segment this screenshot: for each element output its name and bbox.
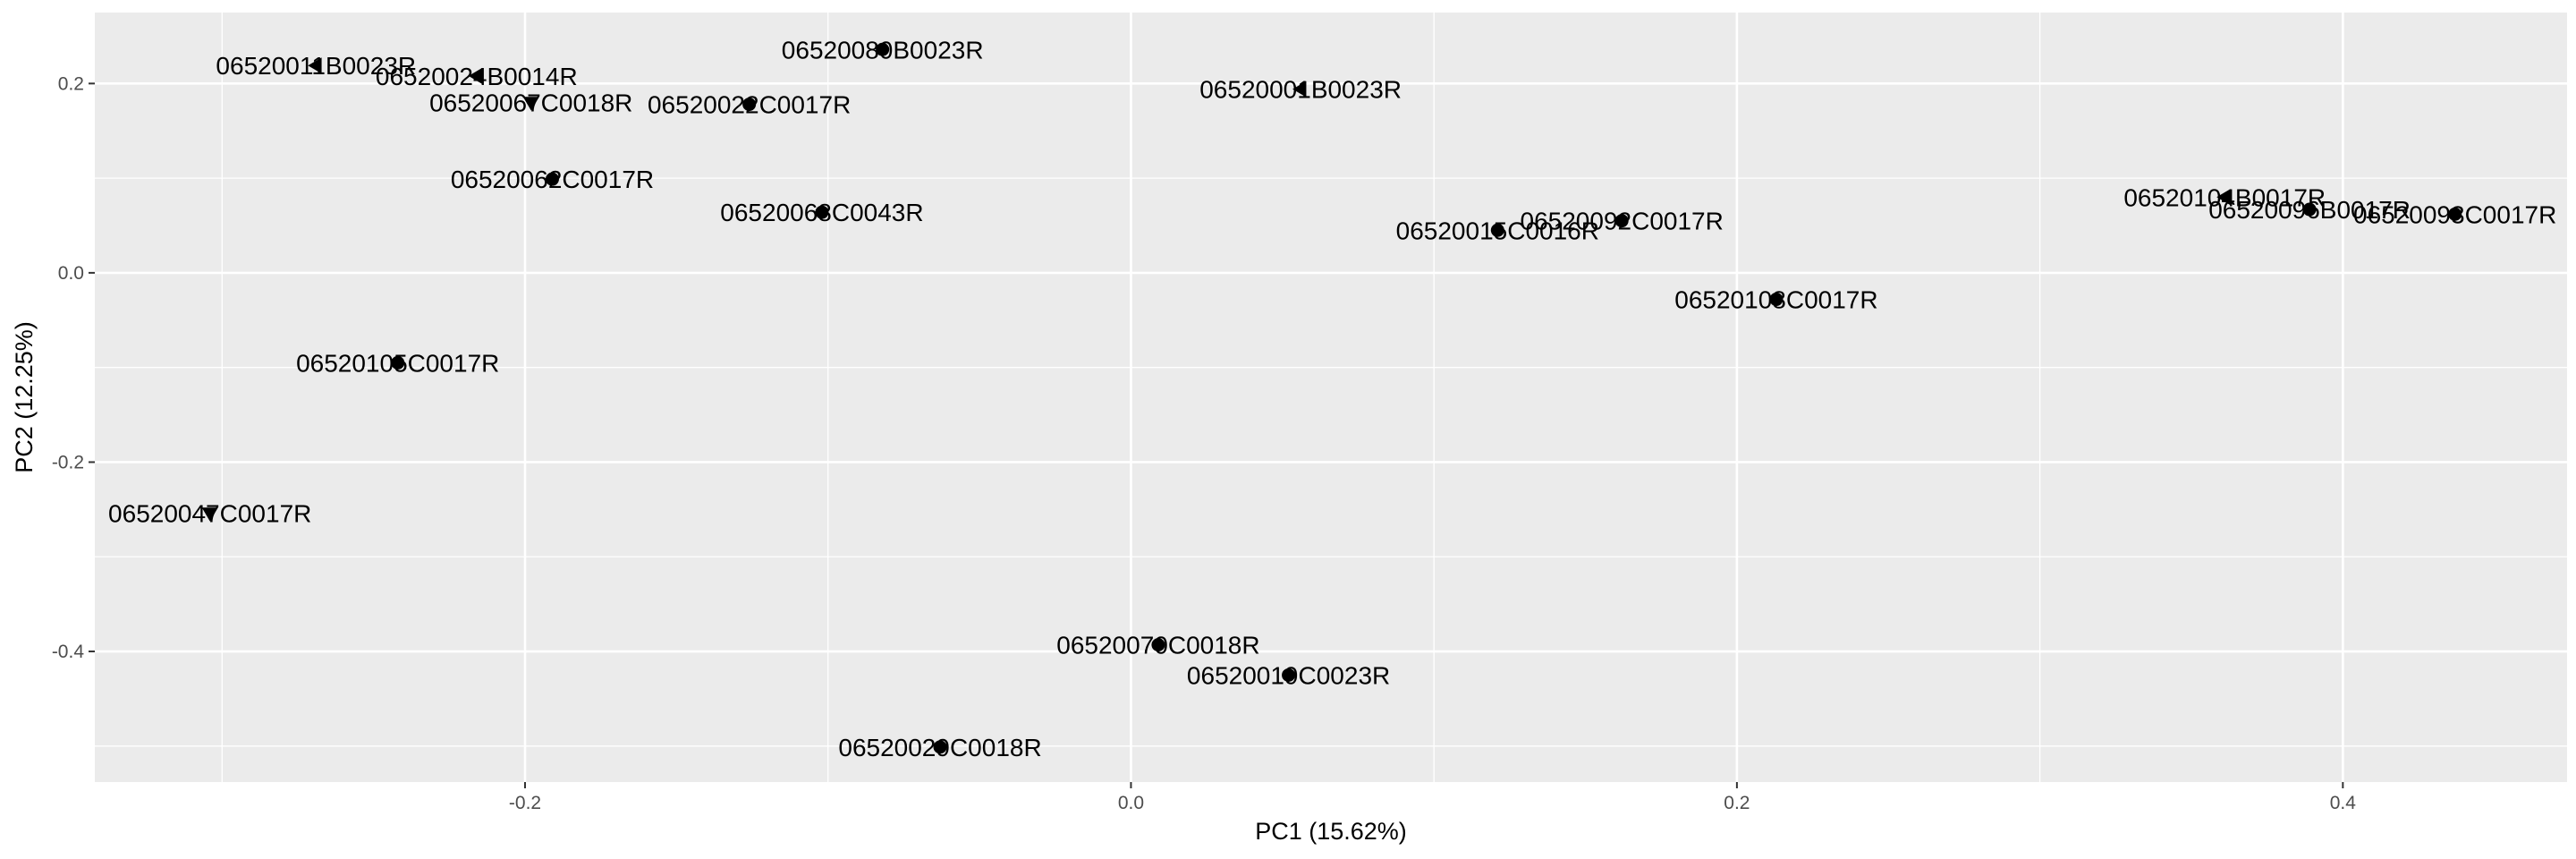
x-axis: -0.2 0.0 0.2 0.4 bbox=[509, 782, 2356, 813]
data-point-06520093C0017R bbox=[2448, 207, 2462, 221]
data-point-06520047C0017R bbox=[201, 507, 218, 522]
y-axis: -0.4 -0.2 0.0 0.2 bbox=[52, 73, 95, 662]
y-tick-label: 0.2 bbox=[58, 73, 84, 94]
data-label-06520015C0016R: 06520015C0016R bbox=[1396, 217, 1599, 244]
data-label-06520067C0018R: 06520067C0018R bbox=[429, 89, 632, 116]
data-point-06520062C0017R bbox=[545, 172, 559, 186]
data-label-06520093C0017R: 06520093C0017R bbox=[2353, 200, 2556, 228]
data-label-06520029C0018R: 06520029C0018R bbox=[838, 734, 1041, 761]
data-point-06520029C0018R bbox=[933, 740, 947, 754]
data-point-06520001B0023R bbox=[1292, 81, 1307, 98]
data-point-06520104B0017R bbox=[2216, 189, 2231, 206]
data-point-06520068C0043R bbox=[815, 205, 829, 219]
data-label-06520062C0017R: 06520062C0017R bbox=[451, 166, 654, 193]
data-point-06520096B0017R bbox=[2302, 202, 2317, 217]
data-label-06520011B0023R: 06520011B0023R bbox=[216, 52, 416, 80]
x-axis-title: PC1 (15.62%) bbox=[1255, 818, 1407, 845]
data-label-06520092C0017R: 06520092C0017R bbox=[1521, 208, 1724, 235]
data-points bbox=[201, 42, 2462, 754]
data-label-06520001B0023R: 06520001B0023R bbox=[1199, 76, 1402, 104]
x-tick-label: 0.2 bbox=[1724, 793, 1750, 813]
data-label-06520022C0017R: 06520022C0017R bbox=[648, 91, 851, 119]
major-gridlines bbox=[95, 13, 2567, 782]
data-point-06520022C0017R bbox=[742, 98, 757, 112]
y-tick-label: 0.0 bbox=[58, 263, 84, 284]
data-label-06520080B0023R: 06520080B0023R bbox=[782, 36, 984, 64]
data-point-06520015C0016R bbox=[1490, 223, 1504, 237]
data-label-06520068C0043R: 06520068C0043R bbox=[720, 199, 923, 226]
data-point-06520070C0018R bbox=[1151, 638, 1165, 652]
plot-panel bbox=[95, 13, 2567, 782]
data-label-06520096B0017R: 06520096B0017R bbox=[2208, 196, 2411, 224]
y-tick-label: -0.2 bbox=[52, 452, 84, 472]
data-point-06520067C0018R bbox=[522, 97, 539, 111]
data-point-06520019C0023R bbox=[1282, 668, 1296, 682]
data-label-06520070C0018R: 06520070C0018R bbox=[1056, 632, 1259, 659]
data-label-06520104B0017R: 06520104B0017R bbox=[2123, 183, 2326, 211]
x-tick-label: -0.2 bbox=[509, 793, 541, 813]
data-label-06520024B0014R: 06520024B0014R bbox=[376, 63, 578, 90]
data-point-06520080B0023R bbox=[876, 42, 890, 56]
data-point-06520092C0017R bbox=[1614, 214, 1629, 228]
y-axis-title: PC2 (12.25%) bbox=[11, 321, 38, 473]
data-labels: 06520011B0023R06520024B0014R06520067C001… bbox=[108, 36, 2556, 761]
x-tick-label: 0.4 bbox=[2330, 793, 2357, 813]
data-label-06520105C0017R: 06520105C0017R bbox=[296, 349, 499, 377]
minor-gridlines bbox=[95, 13, 2567, 782]
data-point-06520011B0023R bbox=[308, 57, 322, 74]
data-label-06520019C0023R: 06520019C0023R bbox=[1187, 661, 1390, 689]
y-tick-label: -0.4 bbox=[52, 642, 85, 662]
data-point-06520108C0017R bbox=[1769, 293, 1784, 307]
data-label-06520108C0017R: 06520108C0017R bbox=[1674, 286, 1877, 314]
data-point-06520105C0017R bbox=[391, 355, 405, 370]
data-point-06520024B0014R bbox=[468, 67, 483, 84]
data-label-06520047C0017R: 06520047C0017R bbox=[108, 500, 311, 528]
x-tick-label: 0.0 bbox=[1118, 793, 1144, 813]
